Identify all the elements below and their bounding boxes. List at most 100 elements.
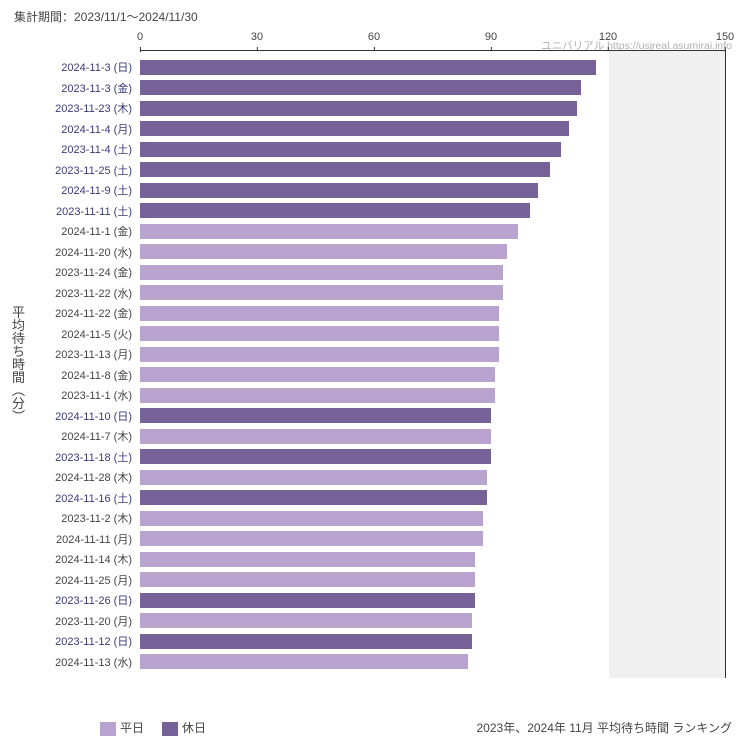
y-tick-label: 2024-11-8 (金) — [61, 367, 140, 383]
y-tick-label: 2023-11-1 (水) — [61, 387, 140, 403]
bar-row: 2024-11-5 (火) — [140, 326, 725, 341]
bar-row: 2024-11-8 (金) — [140, 367, 725, 382]
legend-weekday-label: 平日 — [120, 721, 144, 735]
x-tick-label: 30 — [251, 31, 263, 43]
y-tick-label: 2024-11-5 (火) — [61, 326, 140, 342]
bar — [140, 511, 483, 526]
swatch-weekday — [100, 722, 116, 736]
bar — [140, 121, 569, 136]
y-tick-label: 2023-11-18 (土) — [55, 449, 140, 465]
bar-row: 2023-11-24 (金) — [140, 265, 725, 280]
bar — [140, 101, 577, 116]
bar — [140, 306, 499, 321]
bar-row: 2023-11-20 (月) — [140, 613, 725, 628]
bar-row: 2024-11-28 (木) — [140, 470, 725, 485]
bar-row: 2024-11-22 (金) — [140, 306, 725, 321]
bar — [140, 285, 503, 300]
y-tick-label: 2023-11-13 (月) — [55, 346, 140, 362]
y-tick-label: 2023-11-22 (水) — [55, 285, 140, 301]
x-tick-label: 60 — [368, 31, 380, 43]
bar-row: 2024-11-14 (木) — [140, 552, 725, 567]
bar-row: 2023-11-13 (月) — [140, 347, 725, 362]
bar-row: 2024-11-10 (日) — [140, 408, 725, 423]
bar-row: 2024-11-25 (月) — [140, 572, 725, 587]
y-tick-label: 2023-11-25 (土) — [55, 162, 140, 178]
bar — [140, 203, 530, 218]
y-tick-label: 2023-11-11 (土) — [56, 203, 140, 219]
y-tick-label: 2023-11-20 (月) — [55, 613, 140, 629]
bar-row: 2023-11-26 (日) — [140, 593, 725, 608]
legend-item-weekday: 平日 — [100, 719, 144, 736]
bar — [140, 634, 472, 649]
bar — [140, 654, 468, 669]
bar — [140, 265, 503, 280]
bar — [140, 490, 487, 505]
x-tick-label: 150 — [716, 31, 734, 43]
bar — [140, 162, 550, 177]
bar-row: 2023-11-1 (水) — [140, 388, 725, 403]
x-tick-label: 120 — [599, 31, 617, 43]
y-tick-label: 2023-11-4 (土) — [61, 141, 140, 157]
bar-row: 2024-11-3 (日) — [140, 60, 725, 75]
y-tick-label: 2024-11-13 (水) — [55, 654, 140, 670]
bar — [140, 183, 538, 198]
bar-rows-container: 2024-11-3 (日)2023-11-3 (金)2023-11-23 (木)… — [140, 57, 725, 672]
bar — [140, 408, 491, 423]
bar — [140, 552, 475, 567]
y-tick-label: 2024-11-25 (月) — [55, 572, 140, 588]
bar — [140, 572, 475, 587]
bar-row: 2024-11-16 (土) — [140, 490, 725, 505]
chart-title: 2023年、2024年 11月 平均待ち時間 ランキング — [477, 719, 733, 736]
chart-plot-area: 0306090120150 2024-11-3 (日)2023-11-3 (金)… — [140, 50, 726, 678]
aggregation-period: 集計期間：2023/11/1～2024/11/30 — [14, 8, 198, 25]
bar — [140, 347, 499, 362]
bar — [140, 367, 495, 382]
bar-row: 2023-11-11 (土) — [140, 203, 725, 218]
bar-row: 2023-11-18 (土) — [140, 449, 725, 464]
y-tick-label: 2024-11-11 (月) — [56, 531, 140, 547]
y-tick-label: 2024-11-14 (木) — [55, 551, 140, 567]
legend-item-holiday: 休日 — [162, 719, 206, 736]
y-tick-label: 2023-11-2 (木) — [61, 510, 140, 526]
x-tick-label: 0 — [137, 31, 143, 43]
y-tick-label: 2024-11-7 (木) — [61, 428, 140, 444]
bar — [140, 388, 495, 403]
bar-row: 2024-11-11 (月) — [140, 531, 725, 546]
y-tick-label: 2024-11-16 (土) — [55, 490, 140, 506]
bar — [140, 326, 499, 341]
bar-row: 2024-11-4 (月) — [140, 121, 725, 136]
swatch-holiday — [162, 722, 178, 736]
y-tick-label: 2023-11-26 (日) — [55, 592, 140, 608]
y-tick-label: 2023-11-3 (金) — [61, 80, 140, 96]
legend: 平日 休日 — [100, 719, 206, 736]
y-tick-label: 2024-11-20 (水) — [55, 244, 140, 260]
y-axis-title: 平均待ち時間（分） — [8, 306, 27, 423]
x-tick-label: 90 — [485, 31, 497, 43]
y-tick-label: 2024-11-10 (日) — [55, 408, 140, 424]
bar-row: 2023-11-2 (木) — [140, 511, 725, 526]
bar-row: 2023-11-25 (土) — [140, 162, 725, 177]
bar-row: 2024-11-9 (土) — [140, 183, 725, 198]
bar — [140, 470, 487, 485]
bar-row: 2023-11-3 (金) — [140, 80, 725, 95]
y-tick-label: 2024-11-22 (金) — [55, 305, 140, 321]
bar — [140, 60, 596, 75]
bar-row: 2023-11-22 (水) — [140, 285, 725, 300]
y-tick-label: 2024-11-9 (土) — [61, 182, 140, 198]
legend-holiday-label: 休日 — [182, 721, 206, 735]
y-tick-label: 2023-11-23 (木) — [55, 100, 140, 116]
bar — [140, 429, 491, 444]
bar-row: 2024-11-1 (金) — [140, 224, 725, 239]
bar-row: 2023-11-12 (日) — [140, 634, 725, 649]
bar — [140, 449, 491, 464]
y-tick-label: 2023-11-12 (日) — [55, 633, 140, 649]
bar — [140, 224, 518, 239]
y-tick-label: 2024-11-3 (日) — [61, 59, 140, 75]
bar-row: 2024-11-13 (水) — [140, 654, 725, 669]
bar — [140, 244, 507, 259]
y-tick-label: 2023-11-24 (金) — [55, 264, 140, 280]
y-tick-label: 2024-11-1 (金) — [61, 223, 140, 239]
bar-row: 2023-11-4 (土) — [140, 142, 725, 157]
bar — [140, 80, 581, 95]
bar — [140, 142, 561, 157]
